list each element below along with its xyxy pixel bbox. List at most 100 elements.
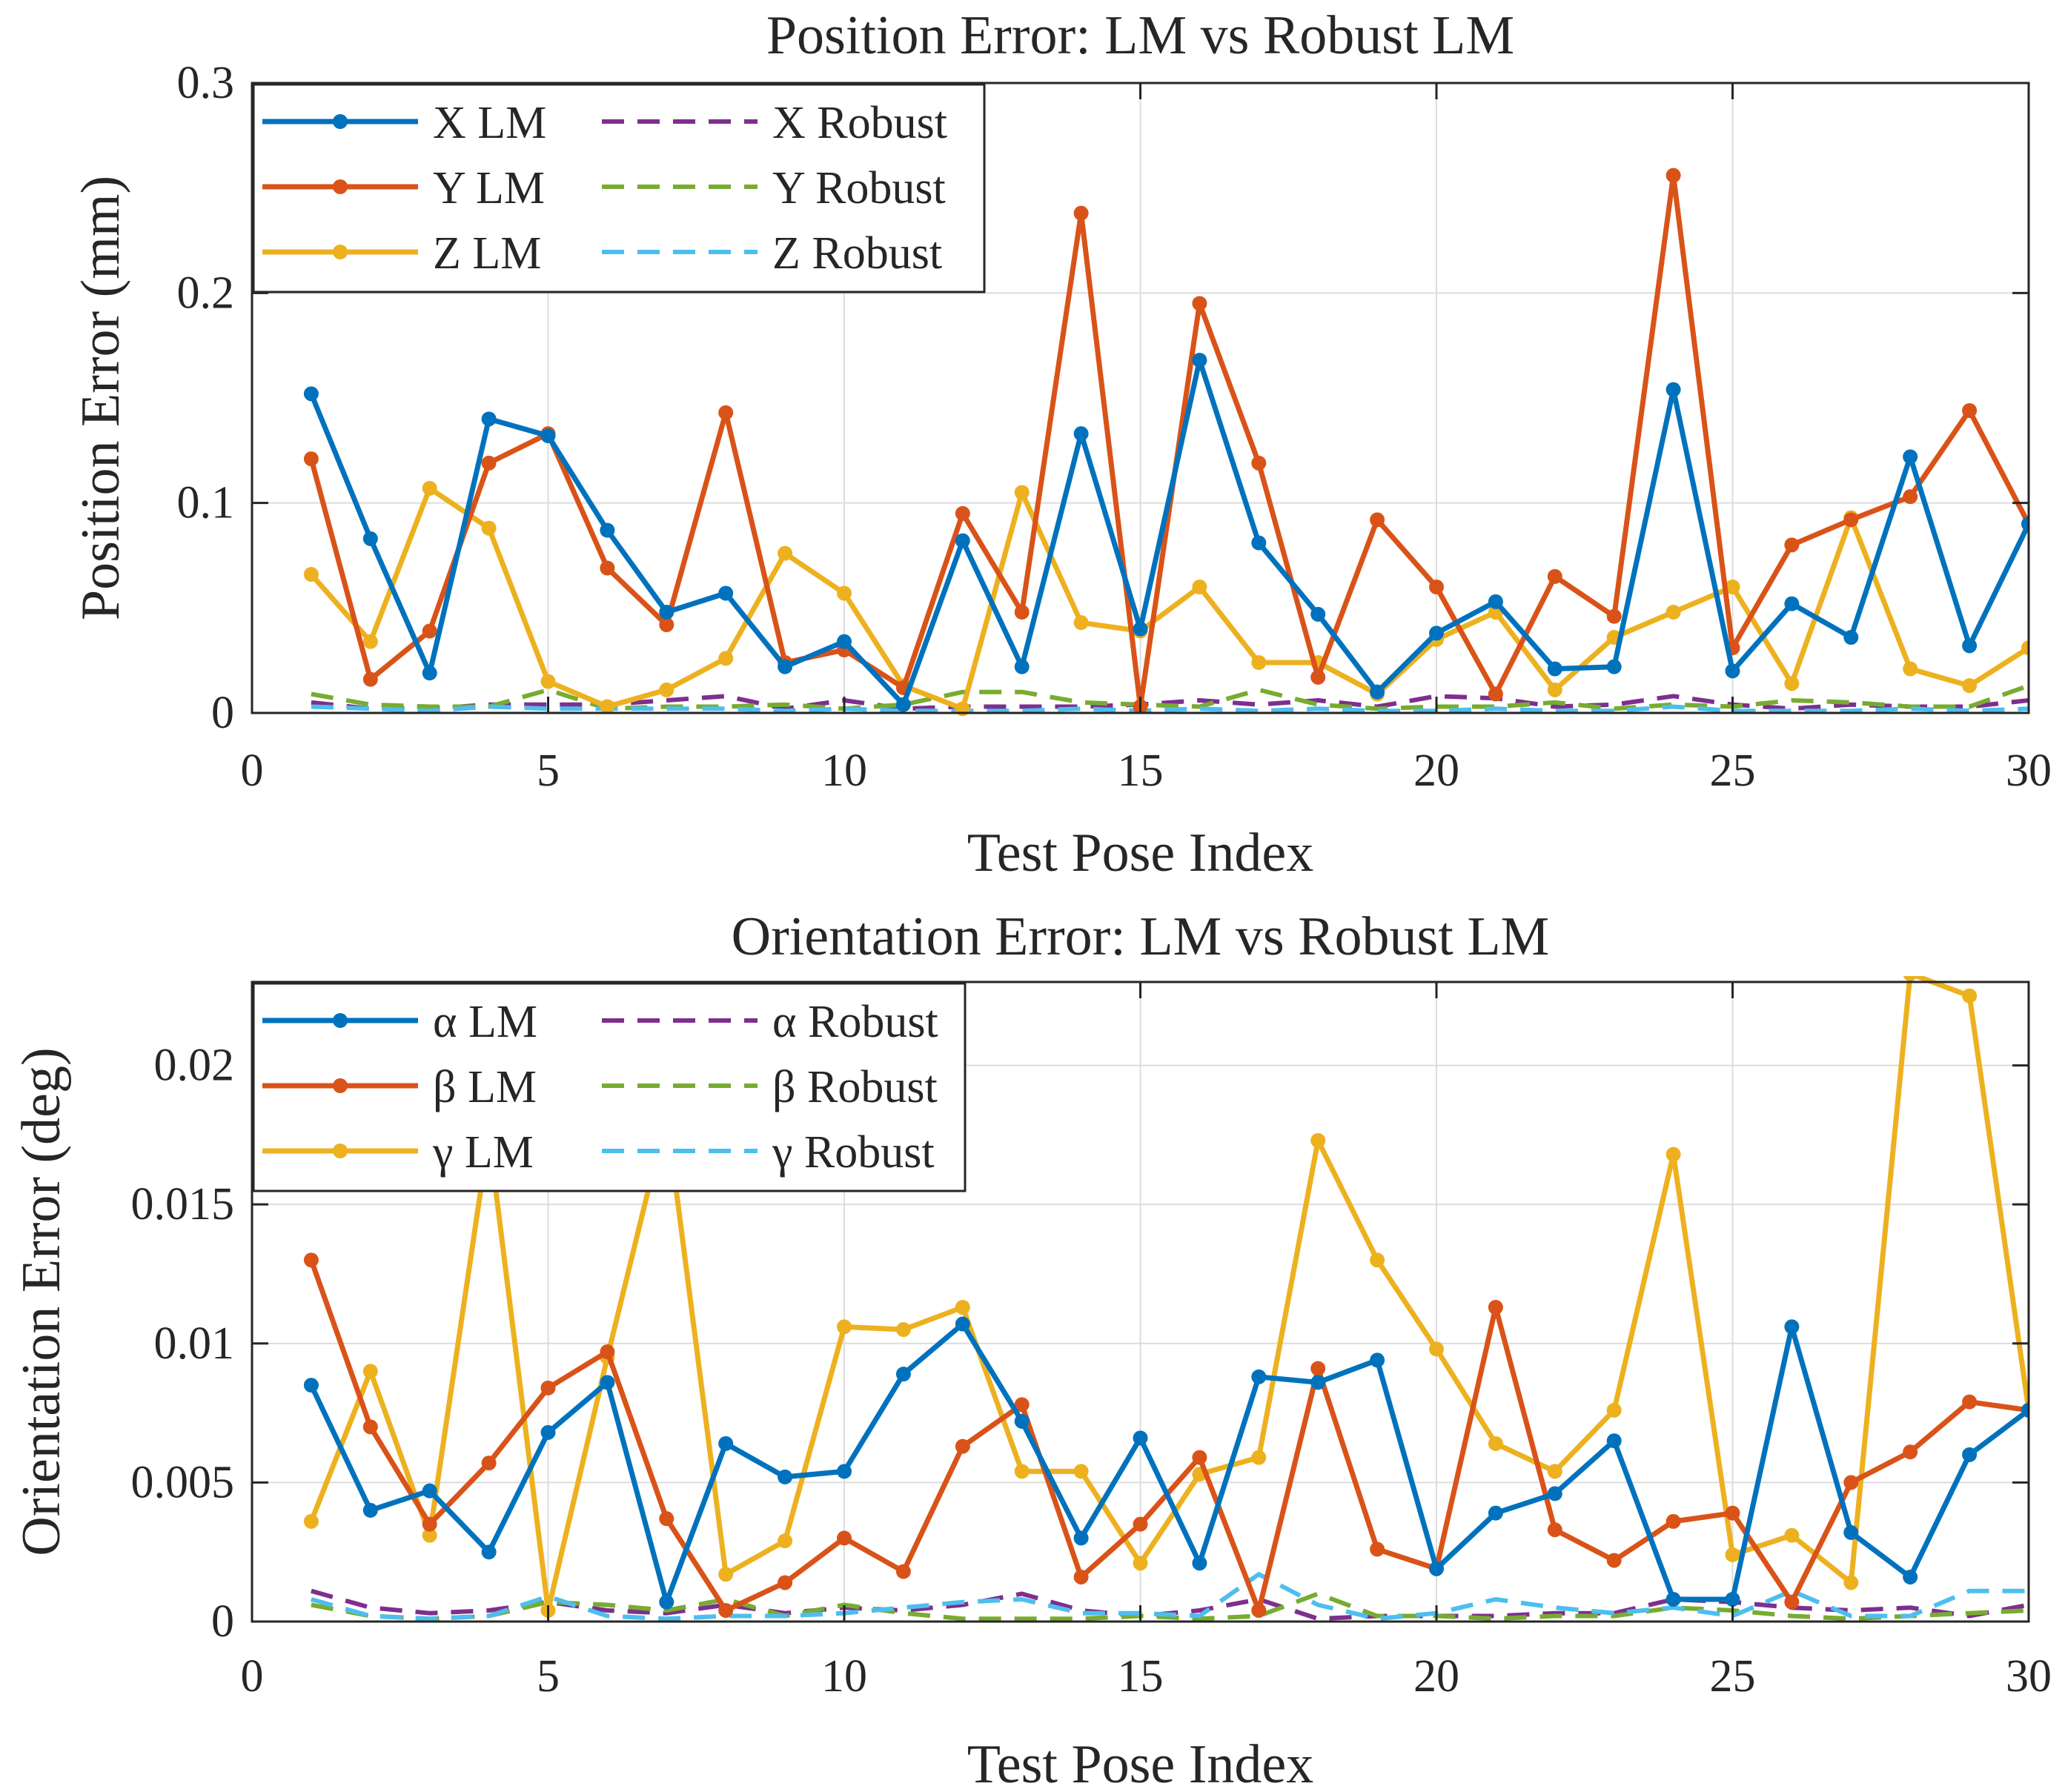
y-tick-label: 0.3: [177, 58, 235, 108]
legend-label-4: Y Robust: [772, 163, 946, 213]
legend-label-0: α LM: [433, 997, 537, 1047]
data-point-0-12: [1014, 1413, 1030, 1429]
data-point-0-21: [1547, 1486, 1562, 1501]
data-point-1-3: [481, 455, 497, 471]
data-point-1-6: [659, 617, 674, 632]
data-point-0-29: [2021, 517, 2029, 531]
data-point-0-13: [1073, 1530, 1089, 1546]
data-point-2-8: [778, 1533, 793, 1549]
data-point-1-16: [1251, 455, 1267, 471]
legend-label-5: Z Robust: [772, 228, 942, 279]
series-line-4: [311, 1591, 2029, 1622]
data-point-2-9: [837, 1319, 852, 1335]
legend-marker-0: [333, 1013, 348, 1028]
x-tick-label: 5: [537, 1651, 560, 1702]
data-point-2-5: [600, 699, 615, 714]
data-point-2-24: [1725, 580, 1740, 594]
legend-label-0: X LM: [433, 98, 546, 148]
data-point-0-10: [895, 1367, 911, 1382]
data-point-1-7: [718, 405, 734, 420]
data-point-1-23: [1665, 1513, 1681, 1529]
data-point-0-5: [600, 522, 615, 538]
data-point-0-28: [1962, 638, 1978, 654]
legend-label-2: Z LM: [433, 228, 541, 279]
series-line-2: [309, 485, 2029, 711]
x-tick-label: 15: [1118, 1651, 1164, 1702]
legend-label-1: Y LM: [433, 163, 545, 213]
data-point-1-20: [1488, 1300, 1503, 1315]
data-point-0-12: [1014, 659, 1030, 674]
data-point-0-5: [600, 1375, 615, 1390]
data-point-2-28: [1962, 988, 1978, 1003]
data-point-1-2: [422, 1516, 437, 1532]
data-point-2-20: [1488, 1436, 1503, 1451]
y-tick-label: 0.015: [131, 1179, 235, 1229]
data-point-0-20: [1488, 594, 1503, 609]
data-point-2-8: [778, 545, 793, 561]
data-point-0-6: [659, 605, 674, 620]
data-point-1-0: [303, 1252, 319, 1268]
data-point-2-2: [422, 1527, 437, 1543]
data-point-0-3: [481, 1544, 497, 1560]
data-point-1-16: [1251, 1602, 1267, 1618]
data-point-1-9: [837, 1530, 852, 1546]
data-point-0-7: [718, 585, 734, 601]
data-point-1-27: [1903, 489, 1918, 505]
legend-label-3: X Robust: [772, 98, 947, 148]
data-point-1-5: [600, 1344, 615, 1360]
data-point-1-18: [1370, 1542, 1385, 1557]
data-point-1-15: [1192, 296, 1207, 311]
x-tick-label: 15: [1118, 746, 1164, 796]
legend-marker-2: [333, 245, 348, 259]
legend: α LM β LM γ LM α Robust β Robust γ Robust: [252, 982, 967, 1192]
legend-marker-1: [333, 179, 348, 194]
data-point-2-23: [1665, 605, 1681, 620]
data-point-1-25: [1784, 1594, 1800, 1610]
data-point-2-7: [718, 1567, 734, 1582]
legend: X LM Y LM Z LM X Robust Y Robust Z Robust: [252, 83, 986, 293]
legend-label-1: β LM: [433, 1062, 537, 1112]
data-point-2-7: [718, 651, 734, 666]
data-point-0-17: [1310, 606, 1326, 622]
data-point-0-16: [1251, 1369, 1267, 1384]
data-point-1-26: [1843, 1475, 1859, 1490]
data-point-1-28: [1962, 1394, 1978, 1410]
x-tick-label: 25: [1710, 746, 1756, 796]
data-point-2-1: [362, 1364, 378, 1379]
data-point-2-11: [955, 1300, 970, 1315]
y-tick-label: 0.2: [177, 268, 235, 318]
data-point-2-18: [1370, 1252, 1385, 1268]
data-point-0-10: [895, 697, 911, 712]
legend-marker-0: [333, 114, 348, 129]
position-error-chart: 0 5 10 15 20 25 30 0 0.1 0.2 0.3 Position Error: LM…: [70, 5, 2052, 883]
data-point-1-23: [1665, 167, 1681, 183]
orientation-error-chart: 0 5 10 15 20 25 30 0 0.005 0.01 0.015 0.02 Orientati…: [11, 906, 2052, 1792]
legend-label-5: γ Robust: [772, 1127, 935, 1178]
data-point-0-15: [1192, 1556, 1207, 1571]
series-group: [303, 976, 2029, 1622]
data-point-0-19: [1429, 1561, 1444, 1576]
chart-title: Orientation Error: LM vs Robust LM: [732, 906, 1550, 967]
data-point-1-22: [1606, 608, 1622, 624]
data-point-2-25: [1784, 1527, 1800, 1543]
data-point-0-18: [1370, 1353, 1385, 1368]
data-point-1-1: [362, 1419, 378, 1435]
series-line-0: [308, 1321, 2029, 1605]
series-line-5: [311, 1572, 2029, 1622]
data-point-2-14: [1133, 1556, 1148, 1571]
data-point-0-14: [1133, 1430, 1148, 1446]
data-point-2-0: [303, 567, 319, 582]
data-point-0-4: [540, 1424, 556, 1440]
data-point-0-6: [659, 1594, 674, 1610]
data-point-2-21: [1547, 1464, 1562, 1479]
data-point-0-9: [837, 634, 852, 649]
data-point-1-12: [1014, 1397, 1030, 1413]
data-point-0-15: [1192, 353, 1207, 368]
data-point-1-25: [1784, 537, 1800, 553]
data-point-0-11: [955, 1316, 970, 1332]
data-point-2-24: [1725, 1547, 1740, 1562]
data-point-2-2: [422, 480, 437, 496]
data-point-0-26: [1843, 630, 1859, 645]
y-tick-label: 0.02: [154, 1041, 235, 1091]
series-line-4: [311, 683, 2029, 711]
